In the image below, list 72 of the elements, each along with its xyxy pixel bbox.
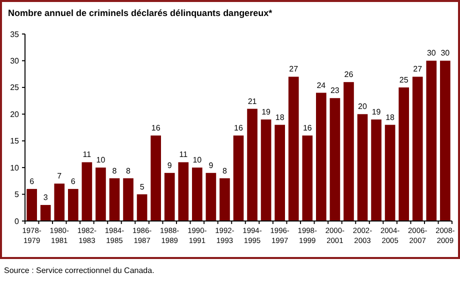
chart-title: Nombre annuel de criminels déclarés délinquants dangereux* — [8, 8, 273, 18]
data-label: 11 — [82, 150, 92, 160]
data-label: 30 — [440, 48, 450, 58]
bar — [220, 178, 230, 221]
y-tick-label: 20 — [10, 110, 20, 119]
data-label: 9 — [167, 160, 172, 170]
bar — [302, 136, 313, 221]
data-label: 6 — [70, 176, 76, 186]
bar — [344, 82, 354, 221]
data-label: 23 — [330, 86, 340, 96]
data-label: 21 — [248, 96, 258, 106]
data-label: 16 — [151, 124, 161, 133]
bar — [26, 188, 37, 221]
data-label: 10 — [96, 156, 106, 165]
bar — [54, 184, 65, 221]
data-label: 20 — [358, 102, 368, 112]
data-label: 16 — [302, 124, 312, 133]
data-label: 19 — [262, 107, 272, 116]
bar — [40, 204, 51, 221]
bar — [82, 162, 92, 221]
bar — [233, 136, 244, 221]
bar — [178, 162, 189, 221]
bar — [412, 76, 423, 221]
data-label: 26 — [344, 70, 354, 80]
data-label: 5 — [140, 182, 145, 192]
y-tick-label: 0 — [14, 216, 20, 226]
data-label: 27 — [413, 64, 423, 74]
bar — [164, 172, 175, 221]
data-label: 7 — [57, 172, 62, 181]
data-label: 3 — [43, 192, 48, 202]
source-note: Source : Service correctionnel du Canada. — [4, 266, 154, 275]
y-tick-label: 35 — [10, 30, 20, 39]
data-label: 30 — [426, 48, 436, 58]
bar — [136, 194, 148, 221]
bar — [316, 92, 326, 221]
y-tick-label: 5 — [14, 190, 20, 200]
data-label: 18 — [386, 112, 396, 122]
bar — [206, 172, 216, 221]
bar — [426, 60, 437, 221]
data-label: 8 — [222, 166, 228, 176]
bar — [96, 168, 106, 221]
data-label: 19 — [372, 107, 382, 116]
data-label: 8 — [112, 166, 118, 176]
data-label: 6 — [30, 176, 35, 186]
bar — [192, 168, 202, 221]
bar — [440, 60, 450, 221]
y-tick-label: 25 — [10, 83, 20, 92]
bar — [371, 119, 382, 221]
bar — [330, 98, 340, 221]
bar — [150, 136, 161, 221]
data-label: 9 — [208, 160, 214, 170]
bar — [274, 124, 286, 221]
bar — [109, 178, 120, 221]
bar — [398, 87, 410, 221]
data-label: 8 — [126, 166, 132, 176]
data-label: 11 — [179, 150, 188, 160]
data-label: 25 — [399, 75, 409, 84]
bar — [357, 114, 368, 221]
data-label: 27 — [289, 64, 299, 74]
bar — [260, 119, 272, 221]
bar — [68, 188, 78, 221]
data-label: 18 — [275, 112, 285, 122]
data-label: 16 — [234, 124, 244, 133]
data-label: 10 — [192, 156, 202, 165]
bar — [288, 76, 299, 221]
y-tick-label: 10 — [10, 163, 20, 172]
data-label: 24 — [316, 80, 326, 90]
bar — [123, 178, 134, 221]
y-tick-label: 15 — [10, 136, 20, 146]
bar — [247, 108, 258, 221]
bar — [384, 124, 396, 221]
y-tick-label: 30 — [10, 56, 20, 66]
